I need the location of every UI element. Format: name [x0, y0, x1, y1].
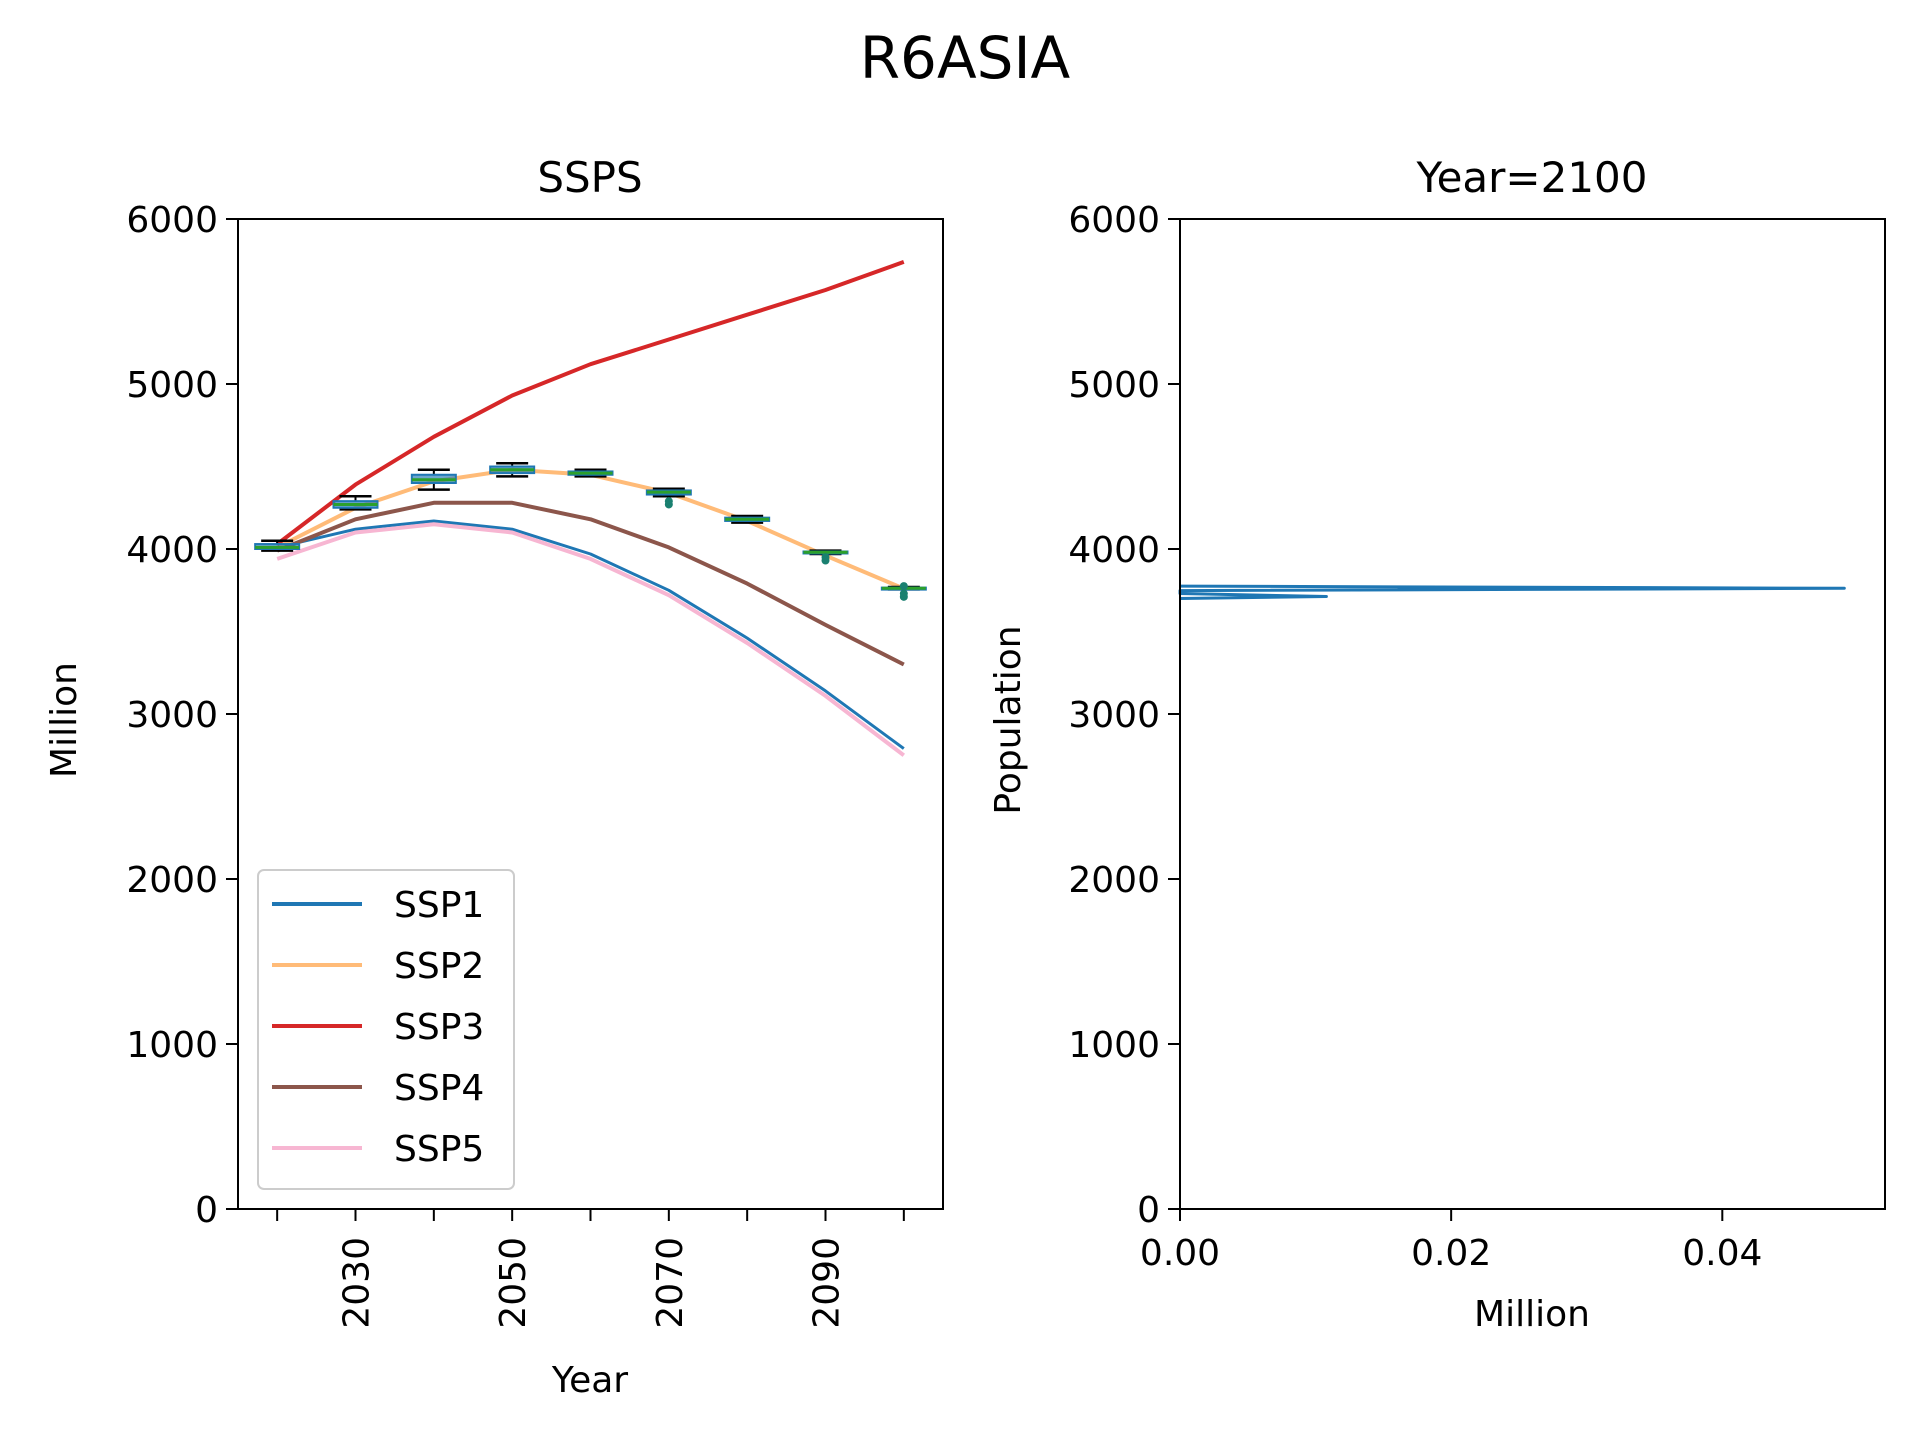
y-tick-label: 0: [1137, 1190, 1160, 1231]
boxplot: [254, 539, 301, 552]
boxplot: [489, 461, 536, 478]
y-tick-label: 6000: [126, 200, 218, 241]
y-tick-label: 4000: [1068, 530, 1160, 571]
legend-label: SSP4: [394, 1068, 484, 1109]
x-tick-label: 2070: [650, 1237, 691, 1329]
right-panel-title: Year=2100: [1416, 153, 1648, 202]
y-tick-label: 1000: [1068, 1025, 1160, 1066]
legend-label: SSP2: [394, 946, 484, 987]
series-line-ssp4: [276, 500, 905, 667]
left-plot-area: 0 1000 2000 3000 4000 5000 6000 2030 2050 2070 209…: [126, 200, 944, 1329]
series-line-ssp1: [276, 519, 905, 750]
legend-item-ssp4: SSP4: [272, 1068, 484, 1109]
y-tick-label: 6000: [1068, 200, 1160, 241]
right-y-axis-label: Population: [988, 625, 1029, 814]
right-x-axis-label: Million: [1474, 1294, 1590, 1335]
y-tick-label: 5000: [1068, 365, 1160, 406]
boxplot: [724, 514, 771, 524]
y-tick-label: 3000: [1068, 695, 1160, 736]
boxplot: [645, 487, 692, 509]
legend-label: SSP1: [394, 885, 484, 926]
legend-item-ssp1: SSP1: [272, 885, 484, 926]
legend-item-ssp5: SSP5: [272, 1129, 484, 1170]
y-tick-label: 2000: [126, 860, 218, 901]
boxplot-outlier: [899, 582, 908, 591]
legend-box: [257, 869, 515, 1190]
boxplot-outlier: [899, 589, 908, 598]
left-panel-title: SSPS: [537, 153, 642, 202]
density-line: [1178, 584, 1846, 600]
left-panel-ssps: SSPS Year Million 0 1000 2000 3000 4000 5000 6…: [44, 153, 944, 1401]
legend-label: SSP3: [394, 1007, 484, 1048]
y-tick-label: 0: [195, 1190, 218, 1231]
y-tick-label: 4000: [126, 530, 218, 571]
legend-item-ssp2: SSP2: [272, 946, 484, 987]
boxplot: [567, 468, 614, 478]
series-line-ssp5: [276, 522, 906, 757]
legend: SSP1 SSP2 SSP3 SSP4 SSP5: [257, 869, 515, 1190]
x-tick-label: 2030: [337, 1237, 378, 1329]
y-tick-label: 5000: [126, 365, 218, 406]
right-plot-area: 0 1000 2000 3000 4000 5000 6000 0.00 0.02 0.04: [1068, 200, 1886, 1274]
x-tick-label: 0.04: [1682, 1233, 1762, 1274]
left-x-axis-label: Year: [551, 1360, 628, 1401]
legend-item-ssp3: SSP3: [272, 1007, 484, 1048]
boxplot: [802, 549, 849, 565]
legend-label: SSP5: [394, 1129, 484, 1170]
boxplot-outlier: [821, 553, 830, 562]
boxplot-outlier: [664, 497, 673, 506]
series-line-ssp3: [275, 260, 905, 546]
right-axes-frame: [1179, 218, 1886, 1210]
x-tick-label: 0.00: [1140, 1233, 1220, 1274]
y-tick-label: 2000: [1068, 860, 1160, 901]
figure-title: R6ASIA: [860, 24, 1071, 92]
x-tick-label: 2050: [493, 1237, 534, 1329]
left-axes-frame: [237, 218, 944, 1210]
boxplot: [410, 468, 457, 491]
x-tick-label: 0.02: [1411, 1233, 1491, 1274]
left-y-axis-label: Million: [44, 662, 85, 778]
y-tick-label: 1000: [126, 1025, 218, 1066]
boxplot: [880, 582, 927, 601]
x-tick-label: 2090: [807, 1237, 848, 1329]
y-tick-label: 3000: [126, 695, 218, 736]
boxplot: [332, 494, 379, 511]
right-panel-year-2100: Year=2100 Million Population 0 1000 2000 30…: [988, 153, 1886, 1335]
